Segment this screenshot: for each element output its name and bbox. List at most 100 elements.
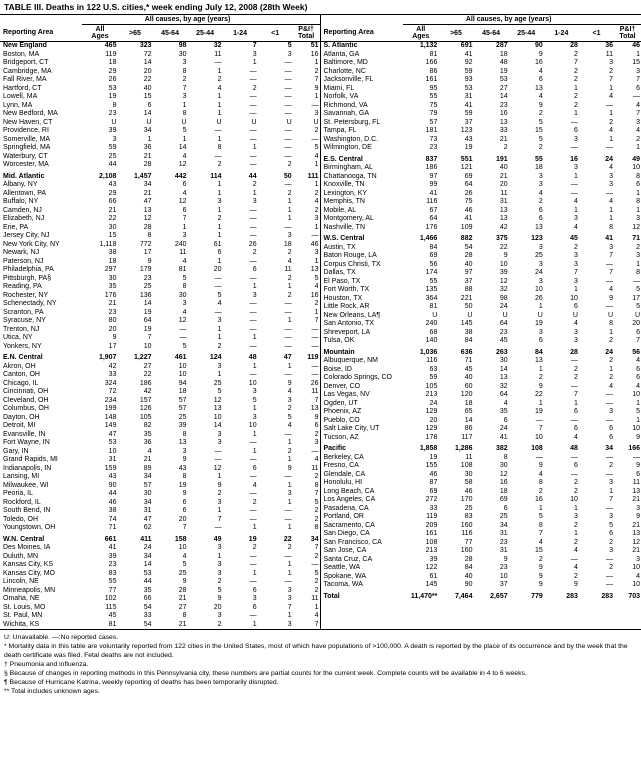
value-cell: 69 — [403, 252, 438, 261]
value-cell: 9 — [509, 51, 544, 60]
value-cell: 74 — [82, 516, 117, 525]
area-cell: Kansas City, MO — [0, 570, 82, 579]
value-cell: 32 — [473, 286, 508, 295]
value-cell: 4 — [153, 258, 188, 267]
value-cell: 2 — [579, 119, 614, 128]
value-cell: 8 — [293, 524, 320, 533]
value-cell: — — [293, 371, 320, 380]
area-cell: Baltimore, MD — [321, 59, 404, 68]
table-row: Corpus Christi, TX56401033—1 — [321, 261, 641, 270]
value-cell: 58 — [438, 479, 473, 488]
value-cell: — — [223, 215, 258, 224]
value-cell: 16 — [509, 59, 544, 68]
value-cell: 62 — [117, 524, 152, 533]
area-cell: Mid. Atlantic — [0, 173, 82, 182]
value-cell: 136 — [117, 292, 152, 301]
area-cell: Rockford, IL — [0, 499, 82, 508]
value-cell: 287 — [473, 42, 508, 51]
value-cell: U — [223, 119, 258, 128]
value-cell: 23 — [82, 110, 117, 119]
value-cell: 42 — [473, 224, 508, 233]
area-cell: Honolulu, HI — [321, 479, 404, 488]
area-cell: Lowell, MA — [0, 93, 82, 102]
value-cell: 3 — [293, 110, 320, 119]
value-cell: 2 — [188, 161, 223, 170]
value-cell: U — [188, 119, 223, 128]
value-cell: — — [293, 448, 320, 457]
table-row: Chicago, IL324186942510926 — [0, 380, 320, 389]
area-cell: Los Angeles, CA — [321, 496, 404, 505]
value-cell: 2 — [544, 573, 579, 582]
area-cell: Kansas City, KS — [0, 561, 82, 570]
value-cell: 2 — [293, 578, 320, 587]
value-cell: — — [188, 283, 223, 292]
value-cell: 17 — [82, 343, 117, 352]
value-cell: 51 — [293, 42, 320, 51]
value-cell: 36 — [579, 42, 614, 51]
value-cell: 158 — [153, 536, 188, 545]
table-row: New Orleans, LA¶UUUUUUU — [321, 312, 641, 321]
value-cell: U — [438, 312, 473, 321]
table-row: Grand Rapids, MI31219——14 — [0, 456, 320, 465]
value-cell: 98 — [153, 42, 188, 51]
value-cell: 120 — [438, 391, 473, 400]
area-cell: Austin, TX — [321, 244, 404, 253]
table-row: Hartford, CT5340742—9 — [0, 85, 320, 94]
value-cell: 6 — [153, 499, 188, 508]
value-cell: 7 — [153, 524, 188, 533]
table-row: Jersey City, NJ15831—3— — [0, 232, 320, 241]
value-cell: 29 — [82, 68, 117, 77]
value-cell: 3 — [188, 363, 223, 372]
value-cell: 28 — [544, 42, 579, 51]
value-cell: 3 — [579, 244, 614, 253]
value-cell: 4 — [153, 309, 188, 318]
value-cell: 4 — [579, 93, 614, 102]
value-cell: 1 — [258, 198, 293, 207]
value-cell: 6 — [153, 207, 188, 216]
value-cell: 10 — [153, 363, 188, 372]
table-row: Lexington, KY4126114——1 — [321, 190, 641, 199]
value-cell: 89 — [117, 465, 152, 474]
value-cell: 9 — [509, 573, 544, 582]
value-cell: — — [579, 505, 614, 514]
value-cell: 114 — [188, 173, 223, 182]
value-cell: 1,907 — [82, 354, 117, 363]
value-cell: 54 — [117, 604, 152, 613]
value-cell: 3 — [579, 513, 614, 522]
value-cell: 53 — [82, 85, 117, 94]
value-cell: 1 — [614, 190, 641, 199]
value-cell: 1,858 — [403, 445, 438, 454]
value-cell: 140 — [403, 337, 438, 346]
value-cell: 49 — [188, 536, 223, 545]
value-cell: 636 — [438, 349, 473, 358]
value-cell: 5 — [509, 119, 544, 128]
value-cell: — — [223, 102, 258, 111]
value-cell: 3 — [258, 595, 293, 604]
value-cell: 6 — [544, 408, 579, 417]
value-cell: 181 — [403, 127, 438, 136]
table-row: Scranton, PA23194———1 — [0, 309, 320, 318]
value-cell: 2 — [293, 190, 320, 199]
value-cell: 9 — [509, 564, 544, 573]
value-cell: 2 — [544, 76, 579, 85]
value-cell: 2 — [258, 405, 293, 414]
value-cell: 35 — [117, 587, 152, 596]
value-cell: 145 — [403, 581, 438, 590]
value-cell: 13 — [473, 207, 508, 216]
value-cell: 108 — [509, 445, 544, 454]
value-cell: 2 — [223, 249, 258, 258]
area-cell: Camden, NJ — [0, 207, 82, 216]
value-cell: 34 — [117, 499, 152, 508]
value-cell: — — [544, 144, 579, 153]
value-cell: 2 — [579, 68, 614, 77]
area-cell: Worcester, MA — [0, 161, 82, 170]
value-cell: 7 — [579, 252, 614, 261]
area-cell: Springfield, MA — [0, 144, 82, 153]
value-cell: 2 — [293, 587, 320, 596]
value-cell: 34 — [579, 445, 614, 454]
table-row: Santa Cruz, CA392892——3 — [321, 556, 641, 565]
value-cell: 4 — [544, 564, 579, 573]
value-cell: 6 — [509, 76, 544, 85]
value-cell: 31 — [473, 198, 508, 207]
value-cell: 20 — [403, 417, 438, 426]
